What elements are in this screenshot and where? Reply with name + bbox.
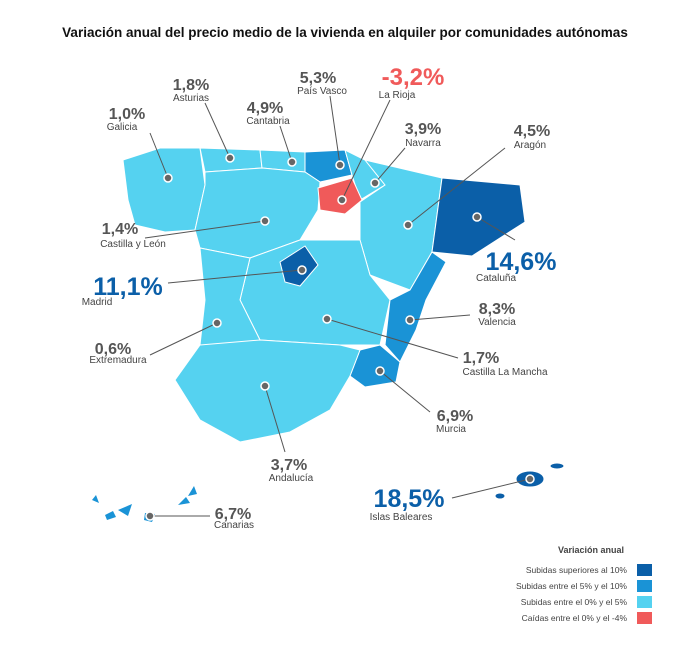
leader-line (149, 322, 218, 356)
leader-dot (225, 153, 235, 163)
leader-dot (212, 318, 222, 328)
region-value: 6,9% (437, 408, 473, 425)
leader-dot (335, 160, 345, 170)
region-name: Asturias (173, 93, 209, 104)
region-name: La Rioja (379, 90, 416, 101)
leader-dot (472, 212, 482, 222)
legend-swatch (637, 596, 652, 608)
leader-line (407, 147, 506, 226)
leader-dot (145, 511, 155, 521)
leader-line (149, 132, 169, 179)
leader-line (476, 216, 516, 241)
legend-swatch (637, 612, 652, 624)
region-name: Canarias (214, 520, 254, 531)
region-shape (549, 462, 565, 470)
title: Variación anual del precio medio de la v… (62, 25, 628, 40)
leader-dot (322, 314, 332, 324)
region-name: Murcia (436, 424, 466, 435)
leader-dot (525, 474, 535, 484)
region-shape (174, 339, 361, 443)
legend-label: Caídas entre el 0% y el -4% (522, 613, 628, 623)
region-name: Islas Baleares (370, 512, 433, 523)
region-value: 1,7% (463, 350, 499, 367)
leader-line (204, 102, 231, 159)
legend-swatch (637, 564, 652, 576)
leader-line (326, 318, 459, 359)
region-name: Aragón (514, 140, 546, 151)
region-name: País Vasco (297, 86, 347, 97)
region-value: 1,8% (173, 77, 209, 94)
region-value: 1,0% (109, 106, 145, 123)
region-name: Madrid (82, 297, 113, 308)
legend: Variación anual Subidas superiores al 10… (516, 545, 652, 624)
leader-dot (403, 220, 413, 230)
leader-dot (260, 381, 270, 391)
leader-dot (405, 315, 415, 325)
legend-label: Subidas superiores al 10% (526, 565, 628, 575)
region-name: Galicia (107, 122, 138, 133)
leader-dot (287, 157, 297, 167)
legend-swatch (637, 580, 652, 592)
leaders (144, 95, 535, 521)
leader-line (279, 125, 293, 163)
leader-dot (375, 366, 385, 376)
region-name: Valencia (478, 317, 516, 328)
leader-line (341, 99, 391, 201)
leader-dot (370, 178, 380, 188)
region-value: 11,1% (93, 273, 163, 301)
region-name: Castilla y León (100, 239, 166, 250)
region-value: 4,5% (514, 123, 550, 140)
region-shape (494, 492, 506, 500)
region-value: 6,7% (215, 506, 251, 523)
region-value: 18,5% (374, 485, 445, 513)
region-value: 3,7% (271, 457, 307, 474)
legend-label: Subidas entre el 5% y el 10% (516, 581, 627, 591)
leader-line (379, 370, 431, 413)
region-value: 3,9% (405, 121, 441, 138)
labels: 1,0% Galicia 1,8% Asturias 4,9% Cantabri… (82, 64, 557, 531)
region-value: 14,6% (486, 248, 557, 276)
region-shape (92, 486, 197, 522)
leader-dot (260, 216, 270, 226)
leader-line (374, 147, 406, 184)
leader-line (329, 95, 341, 166)
region-value: 0,6% (95, 341, 131, 358)
leader-dot (163, 173, 173, 183)
region-shape (279, 245, 319, 287)
regions (92, 147, 565, 522)
region-value: 4,9% (247, 100, 283, 117)
leader-line (451, 478, 531, 499)
region-name: Andalucía (269, 473, 314, 484)
region-name: Cantabria (246, 116, 290, 127)
legend-title: Variación anual (558, 545, 624, 555)
region-value: 5,3% (300, 70, 336, 87)
leader-line (409, 314, 471, 321)
region-name: Castilla La Mancha (462, 367, 547, 378)
legend-label: Subidas entre el 0% y el 5% (521, 597, 628, 607)
leader-line (167, 269, 303, 284)
leader-dot (337, 195, 347, 205)
region-value: 1,4% (102, 221, 138, 238)
leader-line (264, 385, 286, 453)
region-name: Extremadura (89, 355, 147, 366)
leader-line (144, 220, 266, 239)
region-value: -3,2% (382, 64, 445, 91)
region-shape (122, 147, 206, 233)
region-name: Navarra (405, 138, 441, 149)
region-name: Cataluña (476, 273, 516, 284)
region-value: 8,3% (479, 301, 515, 318)
leader-dot (297, 265, 307, 275)
